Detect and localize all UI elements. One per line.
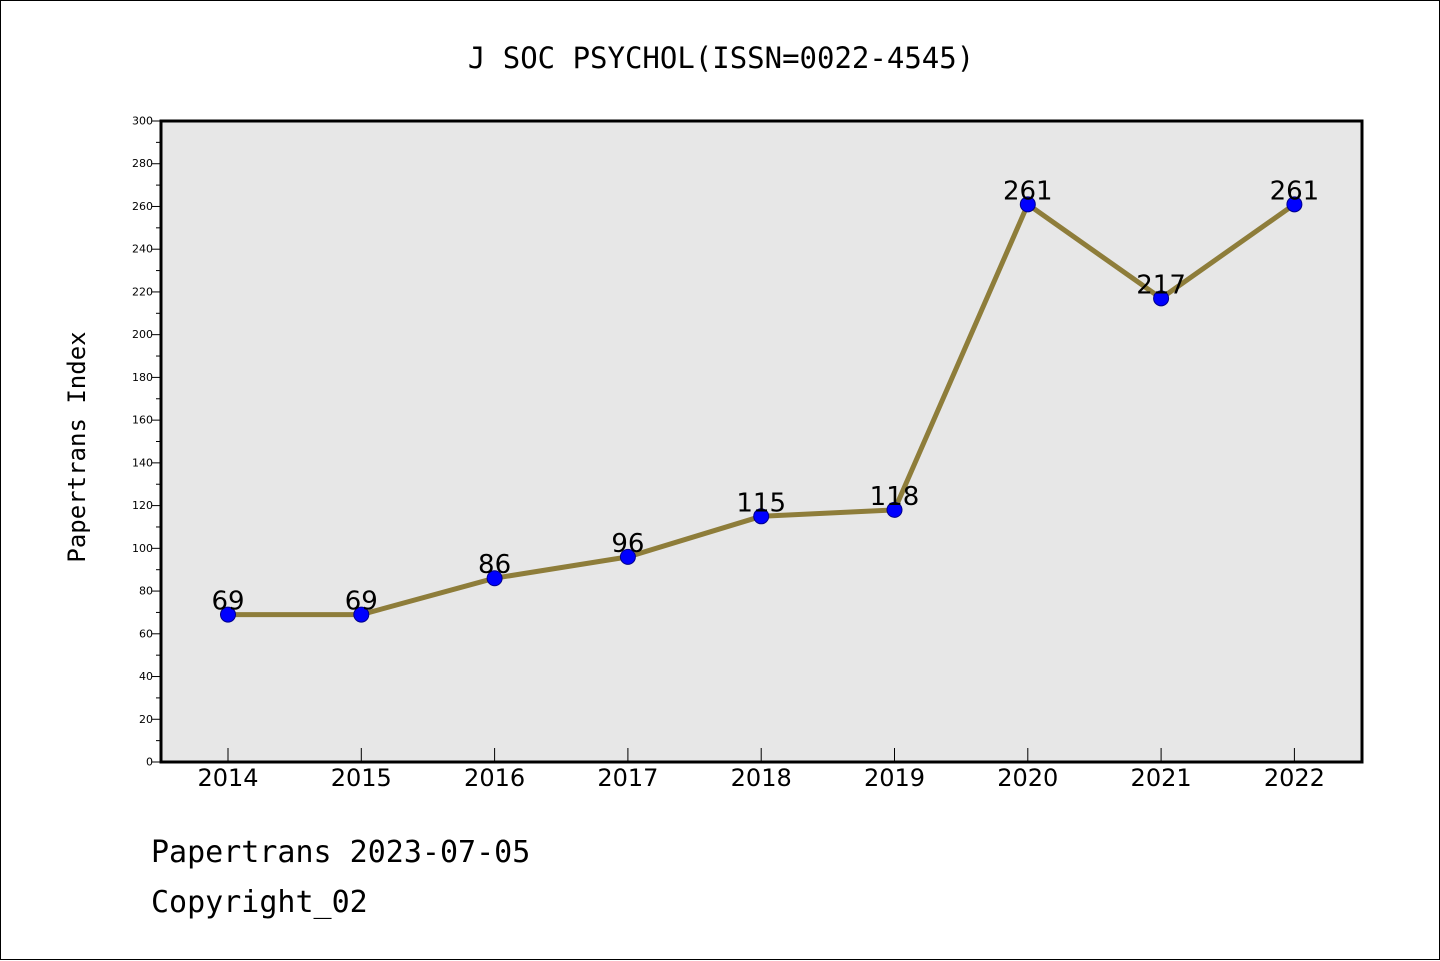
x-tick-label: 2017 — [597, 764, 658, 792]
plot-border — [159, 119, 1364, 764]
data-point — [220, 606, 236, 623]
y-tick-label: 0 — [146, 756, 153, 769]
x-tick-label: 2014 — [197, 764, 258, 792]
data-label: 69 — [345, 587, 378, 617]
x-tick-label: 2022 — [1264, 764, 1325, 792]
data-label: 86 — [478, 550, 511, 580]
data-label: 261 — [1270, 176, 1320, 206]
y-tick-label: 300 — [132, 115, 153, 128]
x-tick-label: 2020 — [997, 764, 1058, 792]
chart-title: J SOC PSYCHOL(ISSN=0022-4545) — [468, 41, 974, 75]
y-tick-label: 100 — [132, 542, 153, 555]
data-label: 96 — [611, 529, 644, 559]
x-axis: 2014 2015 2016 2017 2018 2019 2020 2021 2022 — [197, 748, 1325, 792]
y-axis-label: Papertrans Index — [63, 331, 91, 562]
y-tick-label: 60 — [139, 627, 153, 640]
plot-area — [161, 121, 1362, 762]
data-point — [753, 508, 770, 525]
footer-copyright: Copyright_02 — [151, 885, 368, 920]
data-point — [1286, 196, 1303, 213]
data-point — [353, 606, 370, 623]
series-line: 69 69 86 96 115 118 261 217 261 — [211, 176, 1320, 623]
y-tick-label: 220 — [132, 285, 153, 298]
y-tick-label: 80 — [139, 585, 153, 598]
data-point — [886, 501, 903, 518]
y-tick-label: 120 — [132, 499, 153, 512]
data-label: 69 — [211, 587, 244, 617]
y-tick-label: 140 — [132, 456, 153, 469]
y-tick-label: 240 — [132, 243, 153, 256]
y-tick-label: 260 — [132, 200, 153, 213]
data-label: 118 — [870, 482, 920, 512]
data-point — [1019, 196, 1036, 213]
data-point — [619, 548, 636, 565]
footer-date: Papertrans 2023-07-05 — [151, 835, 531, 870]
y-tick-label: 40 — [139, 670, 153, 683]
y-tick-label: 160 — [132, 414, 153, 427]
data-label: 217 — [1136, 270, 1186, 300]
y-axis: 0 20 40 60 80 100 120 140 160 180 200 220 240 260 280 3… — [132, 115, 161, 769]
y-tick-label: 20 — [139, 713, 153, 726]
data-label: 261 — [1003, 176, 1053, 206]
x-tick-label: 2019 — [864, 764, 925, 792]
x-tick-label: 2018 — [731, 764, 792, 792]
data-point — [486, 570, 503, 587]
data-label: 115 — [736, 488, 786, 518]
x-tick-label: 2015 — [331, 764, 392, 792]
x-tick-label: 2016 — [464, 764, 525, 792]
data-point — [1153, 290, 1170, 307]
y-tick-label: 280 — [132, 157, 153, 170]
y-tick-label: 200 — [132, 328, 153, 341]
y-tick-label: 180 — [132, 371, 153, 384]
x-tick-label: 2021 — [1131, 764, 1192, 792]
